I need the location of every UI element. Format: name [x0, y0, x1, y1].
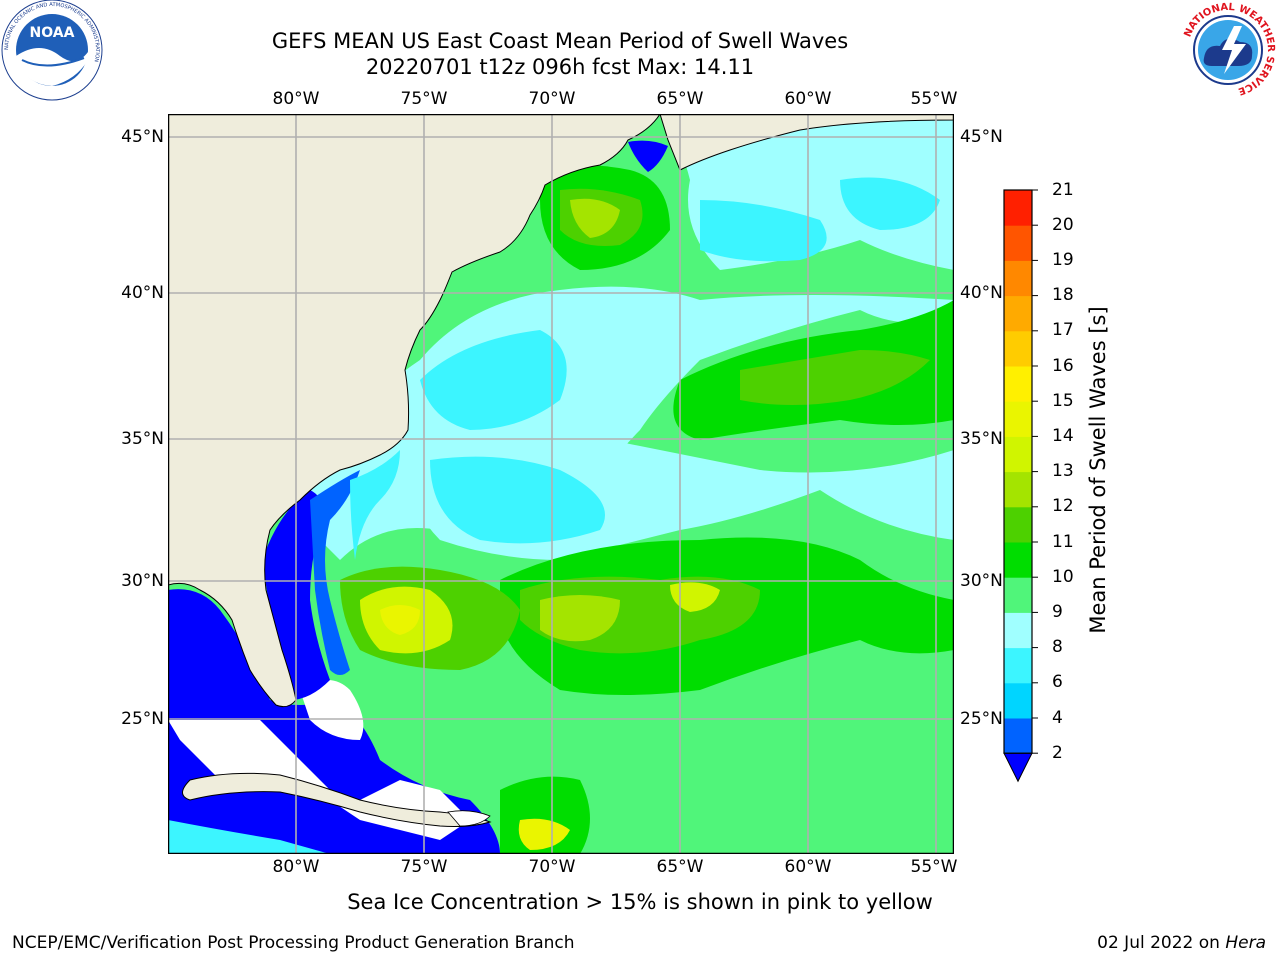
- colorbar-segment: [1004, 718, 1032, 754]
- colorbar-tick-label: 15: [1052, 391, 1074, 411]
- sea-ice-note: Sea Ice Concentration > 15% is shown in …: [347, 890, 933, 914]
- colorbar-tick-label: 10: [1052, 567, 1074, 587]
- lat-label-left: 30°N: [121, 571, 164, 591]
- noaa-logo: NOAA NATIONAL OCEANIC AND ATMOSPHERIC AD…: [1, 0, 103, 101]
- credit-line: NCEP/EMC/Verification Post Processing Pr…: [12, 933, 575, 953]
- colorbar-tick-label: 9: [1052, 602, 1063, 622]
- land: [168, 114, 954, 827]
- colorbar-tick-label: 12: [1052, 496, 1074, 516]
- map-border: [168, 114, 954, 854]
- colorbar-segment: [1004, 330, 1032, 367]
- colorbar-segment: [1004, 506, 1032, 543]
- lat-label-right: 40°N: [960, 283, 1003, 303]
- colorbar-title: Mean Period of Swell Waves [s]: [1086, 306, 1110, 634]
- colorbar-tick-label: 8: [1052, 637, 1063, 657]
- colorbar-tick-label: 13: [1052, 461, 1074, 481]
- colorbar-tick-label: 6: [1052, 672, 1063, 692]
- colorbar-tick-label: 21: [1052, 180, 1074, 200]
- colorbar-segment: [1004, 225, 1032, 261]
- lon-label-top: 60°W: [784, 89, 832, 109]
- colorbar-segment: [1004, 401, 1032, 437]
- colorbar-tick-label: 18: [1052, 285, 1074, 305]
- colorbar-segment: [1004, 295, 1032, 332]
- colorbar-tick-label: 4: [1052, 708, 1063, 728]
- lat-label-right: 25°N: [960, 709, 1003, 729]
- colorbar-under-arrow: [1003, 752, 1033, 783]
- colorbar-tick-label: 16: [1052, 356, 1074, 376]
- colorbar-tick-label: 17: [1052, 320, 1074, 340]
- nws-logo: NATIONAL WEATHER SERVICE: [1182, 2, 1276, 97]
- colorbar-segment: [1004, 577, 1032, 613]
- lon-label-top: 65°W: [656, 89, 704, 109]
- colorbar: [1003, 189, 1038, 783]
- lon-label-top: 70°W: [528, 89, 576, 109]
- lon-label-bottom: 60°W: [784, 857, 832, 877]
- lon-label-bottom: 70°W: [528, 857, 576, 877]
- colorbar-segment: [1004, 647, 1032, 684]
- lon-label-top: 80°W: [272, 89, 320, 109]
- swell-period-map: [168, 114, 954, 854]
- map-title: GEFS MEAN US East Coast Mean Period of S…: [271, 29, 849, 53]
- colorbar-segment: [1004, 682, 1032, 719]
- colorbar-tick-label: 2: [1052, 743, 1063, 763]
- noaa-logo-text: NOAA: [30, 25, 75, 41]
- lon-label-top: 75°W: [400, 89, 448, 109]
- colorbar-tick-label: 14: [1052, 426, 1074, 446]
- lon-label-bottom: 75°W: [400, 857, 448, 877]
- colorbar-segment: [1004, 260, 1032, 297]
- colorbar-segment: [1004, 436, 1032, 473]
- colorbar-tick-label: 20: [1052, 215, 1074, 235]
- lon-label-bottom: 55°W: [910, 857, 958, 877]
- machine-name: Hera: [1225, 933, 1266, 953]
- colorbar-segment: [1004, 366, 1032, 402]
- colorbar-tick-label: 19: [1052, 250, 1074, 270]
- colorbar-segment: [1004, 190, 1032, 226]
- colorbar-segment: [1004, 542, 1032, 578]
- date-text: 02 Jul 2022 on: [1097, 933, 1226, 953]
- lat-label-left: 35°N: [121, 429, 164, 449]
- colorbar-segment: [1004, 612, 1032, 649]
- swell-period-field: [300, 114, 954, 854]
- lat-label-left: 45°N: [121, 127, 164, 147]
- lat-label-left: 25°N: [121, 709, 164, 729]
- colorbar-segment: [1004, 471, 1032, 508]
- lat-label-right: 30°N: [960, 571, 1003, 591]
- lat-label-right: 35°N: [960, 429, 1003, 449]
- lat-label-right: 45°N: [960, 127, 1003, 147]
- lon-label-bottom: 80°W: [272, 857, 320, 877]
- lon-label-bottom: 65°W: [656, 857, 704, 877]
- colorbar-tick-label: 11: [1052, 532, 1074, 552]
- lat-label-left: 40°N: [121, 283, 164, 303]
- graticule: [168, 114, 954, 854]
- map-subtitle: 20220701 t12z 096h fcst Max: 14.11: [365, 55, 755, 79]
- map-canvas: [168, 114, 954, 854]
- lon-label-top: 55°W: [910, 89, 958, 109]
- generation-date: 02 Jul 2022 on Hera: [1097, 933, 1266, 953]
